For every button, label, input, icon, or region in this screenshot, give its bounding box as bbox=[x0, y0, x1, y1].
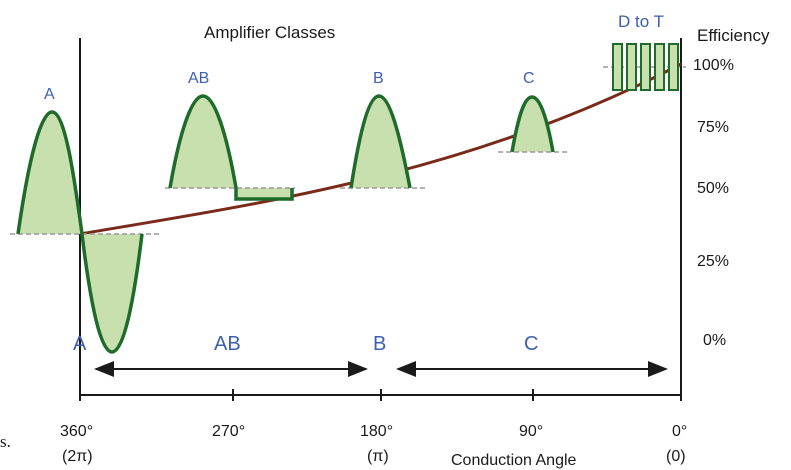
conduction-tick-180: 180° bbox=[360, 423, 394, 440]
efficiency-tick-50: 50% bbox=[697, 180, 730, 197]
conduction-tick-pi: (π) bbox=[367, 448, 389, 465]
class-b-waveform bbox=[340, 94, 425, 189]
conduction-axis-label: Conduction Angle bbox=[451, 452, 577, 469]
class-a-outline bbox=[16, 110, 144, 354]
class-label-ab-top: AB bbox=[188, 70, 210, 87]
class-ab-outline bbox=[168, 94, 294, 201]
cropped-text-fragment: s. bbox=[0, 432, 11, 451]
range-label-b: B bbox=[373, 333, 387, 355]
class-a-waveform bbox=[10, 110, 160, 354]
efficiency-axis-label: Efficiency bbox=[697, 26, 770, 45]
pulse-4 bbox=[654, 43, 665, 91]
conduction-ticks bbox=[79, 389, 682, 401]
class-c-outline bbox=[510, 95, 555, 153]
class-label-a-top: A bbox=[44, 86, 55, 103]
pulse-1 bbox=[612, 43, 623, 91]
diagram-title: Amplifier Classes bbox=[204, 23, 336, 42]
range-label-c: C bbox=[524, 333, 539, 355]
conduction-tick-90: 90° bbox=[519, 423, 544, 440]
efficiency-tick-0: 0% bbox=[703, 332, 727, 349]
pulse-3 bbox=[640, 43, 651, 91]
class-ab-fill bbox=[170, 96, 236, 188]
class-ab-waveform bbox=[165, 94, 295, 201]
class-label-b-top: B bbox=[373, 70, 384, 87]
class-b-outline bbox=[349, 94, 412, 189]
conduction-tick-zero-rad: (0) bbox=[666, 448, 686, 465]
conduction-tick-0: 0° bbox=[672, 423, 688, 440]
class-label-d-to-t: D to T bbox=[618, 12, 664, 31]
conduction-tick-270: 270° bbox=[212, 423, 246, 440]
class-ab-lower-fill bbox=[236, 188, 292, 199]
class-c-waveform bbox=[498, 95, 570, 153]
pulse-5 bbox=[668, 43, 679, 91]
conduction-tick-360: 360° bbox=[60, 423, 94, 440]
efficiency-tick-75: 75% bbox=[697, 119, 730, 136]
efficiency-tick-25: 25% bbox=[697, 253, 730, 270]
pulse-2 bbox=[626, 43, 637, 91]
range-label-a: A bbox=[73, 333, 87, 355]
range-label-ab: AB bbox=[214, 333, 241, 355]
efficiency-tick-100: 100% bbox=[693, 57, 734, 74]
class-label-c-top: C bbox=[523, 70, 535, 87]
class-d-to-t-pulses bbox=[603, 43, 686, 91]
conduction-tick-2pi: (2π) bbox=[62, 448, 93, 465]
